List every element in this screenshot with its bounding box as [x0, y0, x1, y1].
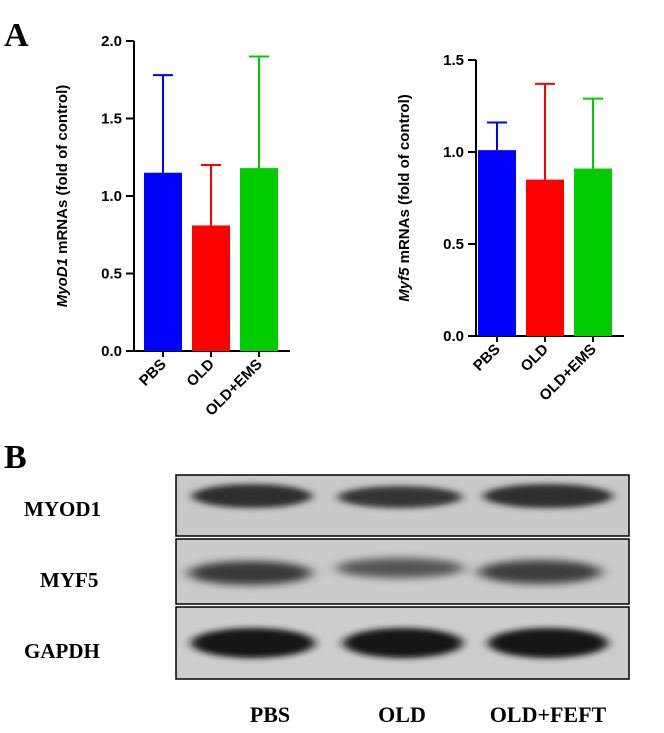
- chart2-y-tick-label: 0.5: [443, 236, 464, 253]
- chart2-bar-old: [526, 179, 564, 336]
- chart2-y-tick-label: 1.5: [443, 52, 464, 69]
- blot-band-myod1-oldfeft: [483, 484, 613, 508]
- chart2-category-label: OLD: [517, 341, 552, 376]
- blot-strip-myf5: [175, 538, 630, 605]
- blot-band-myod1-old: [338, 486, 462, 508]
- blot-band-myf5-oldfeft: [478, 560, 602, 584]
- blot-band-gapdh-pbs: [191, 628, 315, 658]
- chart1-category-label: OLD: [183, 356, 218, 391]
- blot-row-label-gapdh: GAPDH: [24, 639, 100, 663]
- blot-band-myod1-pbs: [192, 484, 312, 508]
- chart1-y-tick-label: 0.5: [101, 266, 122, 283]
- chart2-bar-pbs: [478, 150, 516, 336]
- chart1-y-axis-gene: MyoD1: [54, 258, 71, 307]
- chart2-y-tick-label: 1.0: [443, 144, 464, 161]
- blot-strip-myod1: [175, 474, 630, 537]
- panel-letter-a: A: [4, 17, 29, 54]
- chart1-bar-pbs: [144, 172, 182, 351]
- blot-row-label-myf5: MYF5: [40, 568, 98, 592]
- chart1-category-label: PBS: [136, 356, 170, 390]
- chart2-y-axis-gene: Myf5: [396, 267, 413, 302]
- blot-band-gapdh-oldfeft: [488, 628, 608, 658]
- blot-band-gapdh-old: [343, 628, 463, 658]
- chart1-y-tick-label: 0.0: [101, 343, 122, 360]
- chart2-y-tick-label: 0.0: [443, 328, 464, 345]
- blot-row-label-myod1: MYOD1: [24, 497, 101, 521]
- chart2-y-axis-label: Myf5 mRNAs (fold of control): [396, 94, 413, 302]
- chart1-y-tick-label: 1.5: [101, 111, 122, 128]
- chart1-bar-oldems: [240, 168, 278, 351]
- chart2-bar-oldems: [574, 168, 612, 336]
- blot-lane-label-old: OLD: [378, 702, 426, 727]
- chart1-y-tick-label: 2.0: [101, 33, 122, 50]
- chart2-y-axis-unit: mRNAs (fold of control): [396, 94, 413, 267]
- chart1-y-axis-unit: mRNAs (fold of control): [54, 85, 71, 258]
- blot-band-myf5-pbs: [188, 561, 312, 585]
- chart1-y-tick-label: 1.0: [101, 188, 122, 205]
- blot-lane-label-oldfeft: OLD+FEFT: [490, 702, 607, 727]
- blot-lane-label-pbs: PBS: [250, 702, 290, 727]
- blot-band-myf5-old: [336, 558, 464, 578]
- chart1-bar-old: [192, 225, 230, 351]
- western-blot: MYOD1 MYF5 GAPDH PBS OLD OLD+FEFT: [24, 474, 630, 727]
- blot-strip-gapdh: [175, 606, 630, 680]
- chart1-y-axis-label: MyoD1 mRNAs (fold of control): [54, 85, 71, 308]
- panel-letter-b: B: [4, 439, 27, 476]
- chart2-category-label: PBS: [470, 341, 504, 375]
